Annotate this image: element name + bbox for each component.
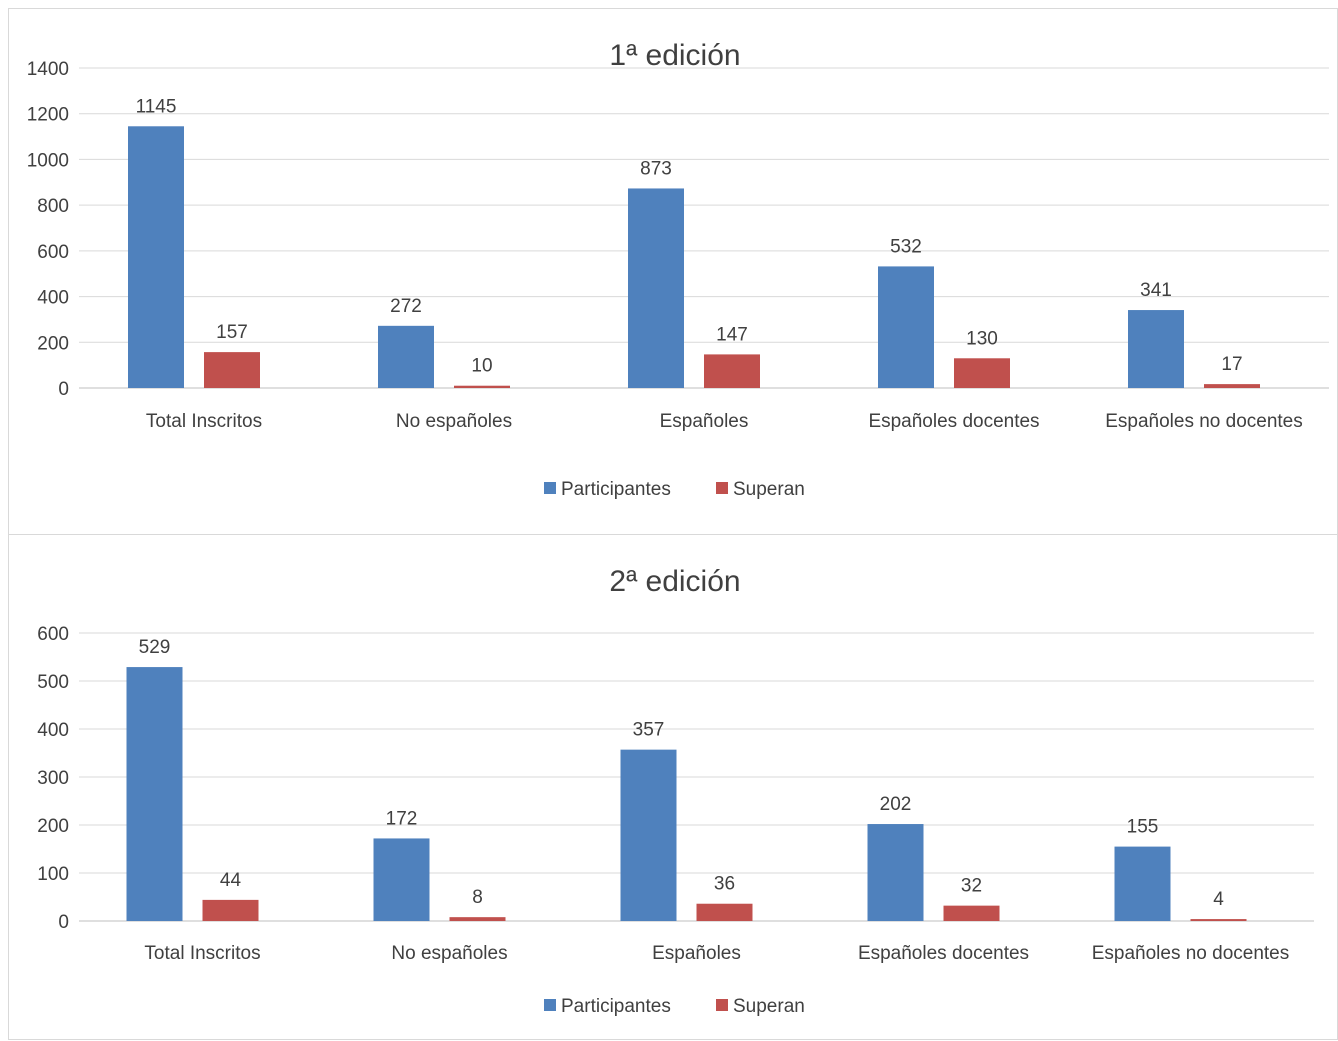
data-label: 8: [472, 887, 483, 908]
bar-participantes: [373, 838, 430, 921]
x-category-label: Españoles docentes: [858, 943, 1029, 964]
data-label: 130: [966, 328, 998, 349]
bar-participantes: [1128, 310, 1184, 388]
bar-superan: [202, 899, 259, 921]
bar-superan: [943, 905, 1000, 921]
data-label: 272: [390, 296, 422, 317]
data-label: 32: [961, 876, 982, 897]
bar-participantes: [1114, 846, 1171, 921]
y-tick-label: 200: [37, 333, 69, 354]
data-label: 157: [216, 322, 248, 343]
bar-participantes: [620, 749, 677, 921]
x-category-label: Españoles: [660, 411, 749, 432]
x-category-label: Españoles no docentes: [1105, 411, 1303, 432]
data-label: 529: [139, 637, 171, 658]
x-category-label: No españoles: [391, 943, 507, 964]
x-category-label: Españoles docentes: [868, 411, 1039, 432]
data-label: 17: [1221, 354, 1242, 375]
bar-superan: [204, 352, 260, 388]
legend-swatch-superan: [716, 999, 728, 1011]
data-label: 4: [1213, 889, 1224, 910]
bar-superan: [1190, 919, 1247, 921]
y-tick-label: 500: [37, 672, 69, 693]
y-tick-label: 0: [58, 379, 69, 400]
data-label: 357: [633, 720, 665, 741]
data-label: 147: [716, 324, 748, 345]
y-tick-label: 1000: [27, 150, 69, 171]
y-tick-label: 400: [37, 720, 69, 741]
chart-panel-2da-edicion: 2ª edición 0 100 200 300 400 500 600 Total Inscr…: [8, 534, 1338, 1040]
y-tick-label: 200: [37, 816, 69, 837]
data-label: 44: [220, 870, 242, 891]
legend-label-participantes: Participantes: [561, 479, 671, 500]
x-category-label: No españoles: [396, 411, 512, 432]
x-category-label: Españoles no docentes: [1092, 943, 1290, 964]
bar-superan: [696, 903, 753, 921]
x-category-label: Total Inscritos: [144, 943, 260, 964]
bar-superan: [449, 917, 506, 921]
data-label: 873: [640, 158, 672, 179]
bar-superan: [704, 354, 760, 388]
bar-participantes: [878, 266, 934, 388]
bar-superan: [1204, 384, 1260, 388]
bar-superan: [954, 358, 1010, 388]
legend-swatch-participantes: [544, 999, 556, 1011]
data-label: 10: [471, 356, 492, 377]
data-label: 172: [386, 808, 418, 829]
chart-1ra-edicion: 1ª edición 0 200 400 600 800 1000 1200 1400 Total…: [27, 39, 1329, 500]
data-label: 1145: [136, 96, 177, 117]
legend-swatch-superan: [716, 482, 728, 494]
y-tick-label: 800: [37, 196, 69, 217]
x-category-label: Españoles: [652, 943, 741, 964]
y-tick-label: 100: [37, 864, 69, 885]
bar-superan: [454, 385, 510, 388]
data-label: 532: [890, 236, 922, 257]
bar-participantes: [628, 188, 684, 388]
chart-title: 1ª edición: [609, 39, 740, 72]
y-tick-label: 1400: [27, 59, 69, 80]
bar-participantes: [126, 667, 183, 921]
y-tick-label: 0: [58, 912, 69, 933]
chart-2da-edicion: 2ª edición 0 100 200 300 400 500 600 Total Inscr…: [37, 565, 1314, 1017]
data-label: 155: [1127, 817, 1159, 838]
bar-participantes: [378, 325, 434, 388]
bar-participantes: [867, 824, 924, 921]
y-tick-label: 600: [37, 624, 69, 645]
y-tick-label: 400: [37, 288, 69, 309]
y-tick-label: 300: [37, 768, 69, 789]
bar-participantes: [128, 126, 184, 389]
y-tick-label: 600: [37, 242, 69, 263]
legend-label-superan: Superan: [733, 479, 805, 500]
legend-swatch-participantes: [544, 482, 556, 494]
data-label: 36: [714, 874, 735, 895]
chart-panel-1ra-edicion: 1ª edición 0 200 400 600 800 1000 1200 1400 Total…: [8, 8, 1338, 536]
data-label: 202: [880, 794, 912, 815]
data-label: 341: [1140, 280, 1172, 301]
x-category-label: Total Inscritos: [146, 411, 262, 432]
chart-title: 2ª edición: [609, 565, 740, 598]
legend-label-superan: Superan: [733, 996, 805, 1017]
y-tick-label: 1200: [27, 105, 69, 126]
legend-label-participantes: Participantes: [561, 996, 671, 1017]
